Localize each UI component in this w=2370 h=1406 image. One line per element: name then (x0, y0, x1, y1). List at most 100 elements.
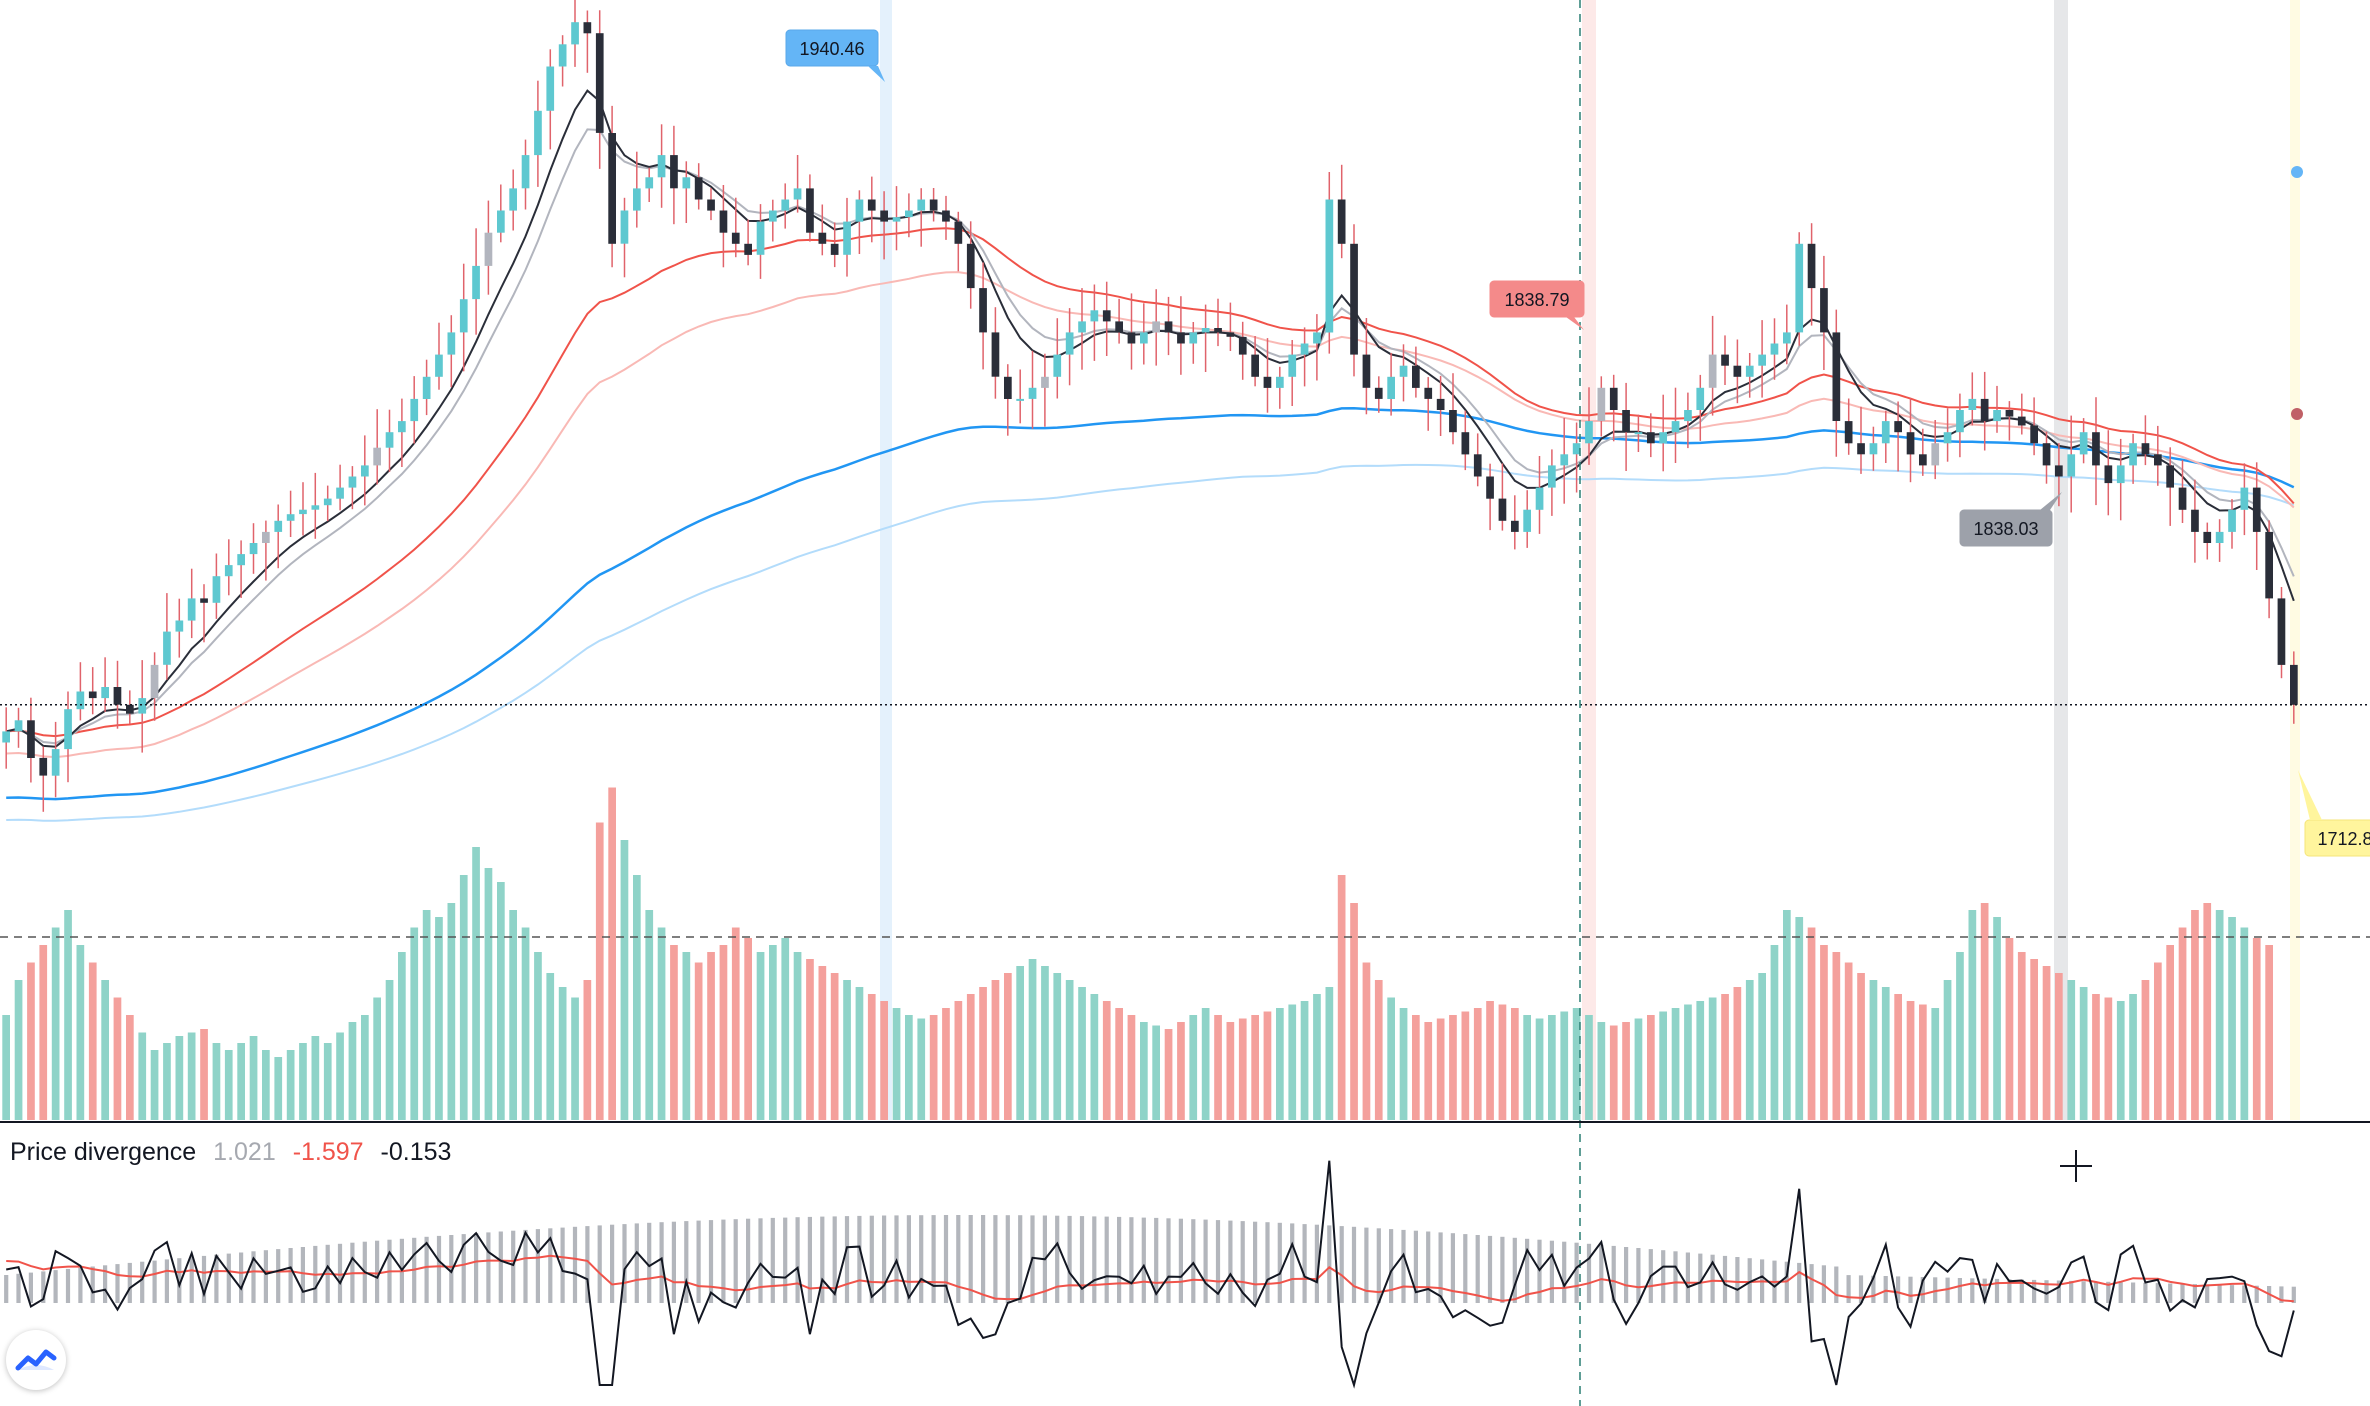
volume-bar (1832, 952, 1841, 1120)
candle-body (942, 210, 950, 222)
indicator-histogram-bar (53, 1270, 58, 1303)
volume-bar (175, 1036, 184, 1120)
indicator-histogram-bar (523, 1229, 528, 1303)
indicator-histogram-bar (572, 1226, 578, 1303)
volume-bar (806, 959, 814, 1120)
candle-body (200, 598, 208, 603)
candle-body (113, 687, 122, 705)
volume-bar (2055, 973, 2063, 1120)
candle-body (1350, 243, 1358, 355)
volume-bar (1152, 1025, 1160, 1120)
volume-bar (1906, 1001, 1915, 1120)
indicator-histogram-bar (1253, 1221, 1258, 1303)
indicator-histogram-bar (708, 1220, 714, 1303)
candle-body (2141, 443, 2150, 455)
volume-bar (1919, 1004, 1927, 1120)
candle-body (101, 687, 109, 699)
candle-body (756, 221, 765, 255)
volume-bar (187, 1032, 196, 1120)
tradingview-logo-icon[interactable] (6, 1330, 66, 1390)
volume-bar (1511, 1008, 1519, 1120)
indicator-histogram-bar (610, 1224, 615, 1303)
last-price-label: 1712.8 (2298, 770, 2370, 857)
candle-body (187, 598, 196, 621)
indicator-histogram-bar (2056, 1280, 2061, 1303)
indicator-histogram-bar (41, 1271, 46, 1303)
volume-bar (410, 927, 419, 1120)
indicator-histogram-bar (783, 1217, 788, 1303)
candle-body (1844, 421, 1853, 444)
indicator-histogram-bar (1475, 1235, 1480, 1303)
ema-lightblue (6, 463, 2295, 822)
volume-bar (2129, 994, 2137, 1120)
indicator-histogram-bar (90, 1266, 95, 1303)
volume-bar (113, 997, 122, 1120)
volume-bar (509, 910, 517, 1120)
candle-body (657, 155, 666, 178)
candle-body (1374, 387, 1383, 399)
candle-body (1597, 387, 1606, 421)
volume-bar (1498, 1004, 1507, 1120)
indicator-histogram-bar (1562, 1241, 1567, 1303)
indicator-histogram-bar (276, 1249, 281, 1303)
volume-bar (224, 1050, 233, 1120)
volume-bar (1412, 1015, 1420, 1120)
indicator-histogram-bar (1500, 1236, 1505, 1303)
volume-bar (2042, 966, 2051, 1120)
indicator-histogram-bar (1401, 1229, 1406, 1303)
indicator-histogram-bar (2291, 1286, 2296, 1303)
candle-body (76, 691, 85, 710)
candle-body (1486, 476, 1494, 499)
candle-body (2166, 465, 2174, 488)
candle-body (447, 332, 456, 355)
indicator-histogram-bar (140, 1261, 145, 1303)
indicator-histogram-bar (1834, 1266, 1839, 1303)
indicator-histogram-bar (1636, 1248, 1641, 1303)
indicator-histogram-bar (1957, 1278, 1962, 1303)
candle-body (694, 177, 703, 200)
candle-body (620, 210, 629, 244)
indicator-histogram-bar (1228, 1220, 1233, 1303)
candle-body (1337, 199, 1346, 244)
indicator-histogram-bar (1883, 1276, 1888, 1303)
indicator-histogram-bar (1104, 1216, 1109, 1303)
indicator-histogram-bar (2093, 1281, 2099, 1303)
volume-bar (2166, 945, 2174, 1120)
volume-bar (1535, 1018, 1544, 1120)
indicator-histogram-bar (1846, 1275, 1851, 1303)
indicator-histogram-bar (1525, 1238, 1530, 1303)
candle-body (1226, 332, 1235, 337)
indicator-histogram-bar (721, 1219, 726, 1303)
indicator-histogram-bar (857, 1215, 862, 1303)
candle-body (1078, 321, 1086, 333)
volume-bar (2141, 980, 2150, 1120)
indicator-histogram-bar (239, 1252, 244, 1303)
volume-bar (2104, 997, 2113, 1120)
indicator-histogram-bar (622, 1224, 627, 1303)
indicator-histogram-bar (177, 1258, 182, 1303)
volume-bar (398, 952, 406, 1120)
candle-body (744, 243, 752, 255)
volume-bar (954, 1001, 963, 1120)
indicator-histogram-bar (2081, 1281, 2086, 1303)
volume-bar (1238, 1018, 1247, 1120)
volume-bar (1053, 973, 1062, 1120)
volume-bar (905, 1015, 913, 1120)
candle-body (707, 199, 715, 211)
volume-bar (299, 1043, 307, 1120)
indicator-histogram-bar (2205, 1284, 2210, 1303)
indicator-pane (4, 1160, 2296, 1389)
volume-bar (1090, 994, 1099, 1120)
volume-bar (1894, 994, 1902, 1120)
volume-bar (2228, 917, 2236, 1120)
indicator-histogram-bar (201, 1255, 207, 1303)
indicator-histogram-bar (1018, 1215, 1023, 1303)
indicator-histogram-bar (968, 1215, 973, 1303)
candle-body (682, 177, 691, 189)
indicator-histogram-bar (424, 1236, 429, 1303)
candle-body (1572, 443, 1581, 455)
volume-bar (942, 1008, 950, 1120)
candle-body (1881, 421, 1890, 444)
indicator-histogram-bar (1858, 1275, 1864, 1303)
